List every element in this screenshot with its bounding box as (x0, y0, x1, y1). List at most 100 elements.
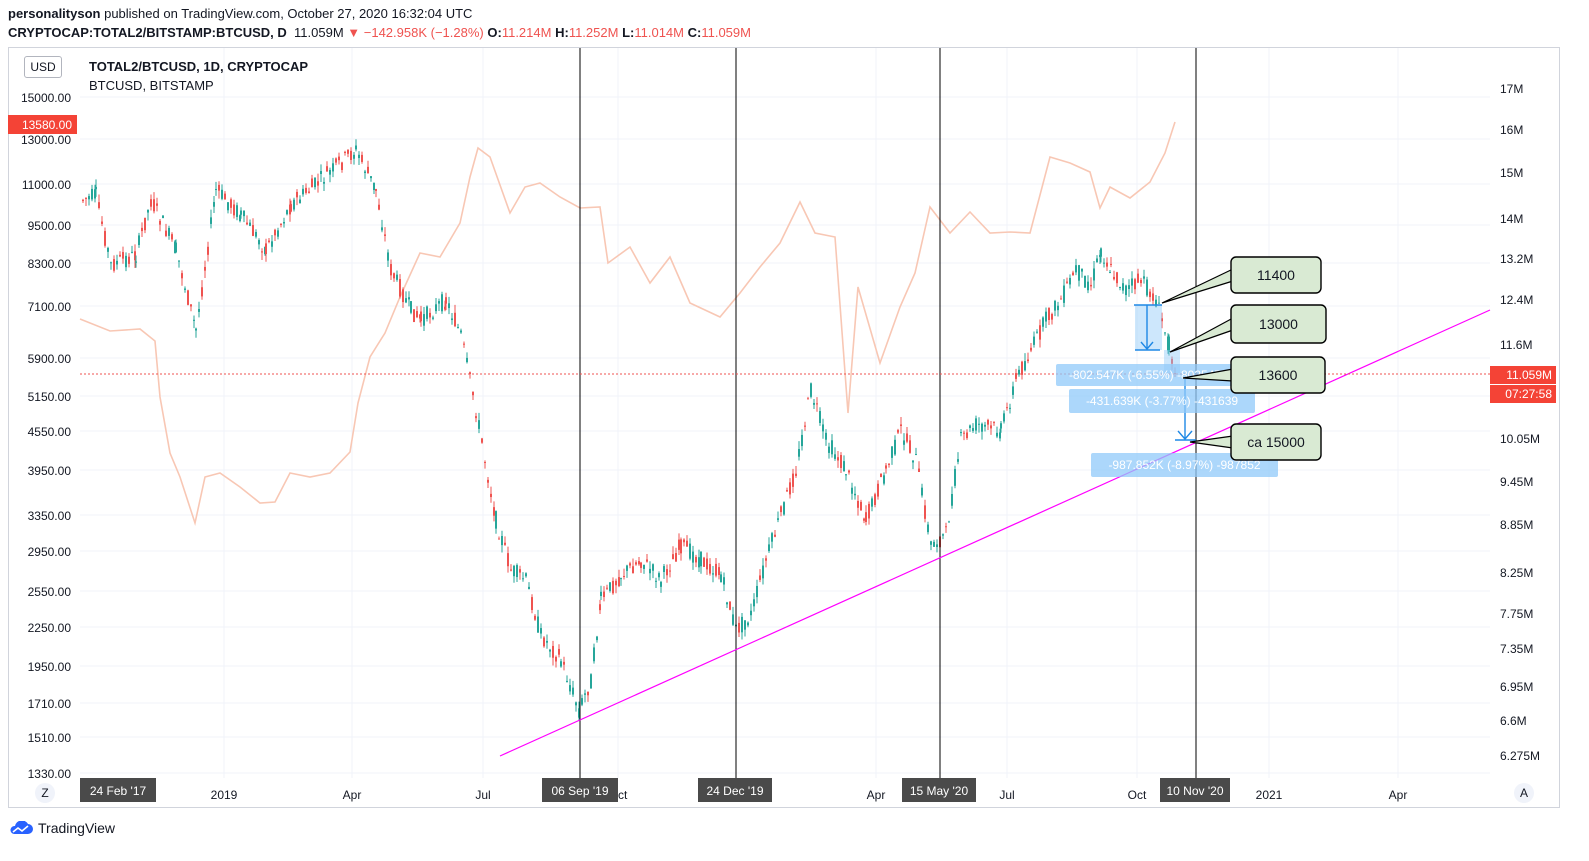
time-marker-label: 06 Sep '19 (551, 784, 608, 798)
candle-body (168, 227, 170, 236)
left-axis-tick: 1330.00 (28, 767, 72, 781)
open-value: 11.214M (501, 25, 552, 40)
candle-body (1057, 305, 1059, 311)
candle-body (1113, 276, 1115, 280)
candle-body (972, 428, 974, 431)
left-axis-tick: 7100.00 (28, 300, 72, 314)
left-axis-tick: 11000.00 (22, 178, 71, 192)
candle-body (1054, 300, 1056, 311)
candle-body (1128, 285, 1130, 290)
candle-body (807, 398, 809, 400)
candle-body (445, 297, 447, 304)
legend-compare-series[interactable]: BTCUSD, BITSTAMP (89, 78, 214, 93)
candle-body (804, 425, 806, 427)
candle-body (184, 288, 186, 290)
candle-body (261, 251, 263, 253)
price-change: ▼ −142.958K (−1.28%) (347, 25, 484, 40)
candle-body (669, 570, 671, 572)
close-label: C: (687, 25, 702, 40)
candle-body (122, 252, 124, 259)
candle-body (860, 501, 862, 511)
open-label: O: (487, 25, 502, 40)
candle-body (507, 553, 509, 567)
candle-body (317, 181, 319, 186)
candle-body (472, 391, 474, 396)
candle-body (283, 221, 285, 224)
auto-scale-button[interactable] (1514, 783, 1534, 803)
candle-body (423, 314, 425, 326)
time-axis-label: Jul (475, 788, 490, 802)
candle-body (834, 454, 836, 459)
candle-body (643, 564, 645, 569)
candle-body (1018, 369, 1020, 375)
candle-body (265, 243, 267, 255)
time-axis-label: 2021 (1256, 788, 1283, 802)
zoom-button[interactable] (35, 783, 55, 803)
candle-body (387, 252, 389, 261)
candle-body (795, 473, 797, 476)
candle-body (978, 423, 980, 425)
left-price-tag-label: 13580.00 (22, 118, 72, 132)
candle-body (1137, 273, 1139, 283)
candle-body (159, 220, 161, 225)
tradingview-logo[interactable]: TradingView (8, 820, 115, 836)
candle-body (871, 498, 873, 507)
candle-body (329, 169, 331, 175)
candle-body (750, 610, 752, 616)
candle-body (193, 319, 195, 321)
candle-body (1143, 276, 1145, 279)
candle-body (519, 569, 521, 573)
candle-body (948, 521, 950, 523)
candle-body (341, 162, 343, 170)
publish-info: personalityson published on TradingView.… (8, 6, 472, 21)
left-axis-tick: 1950.00 (28, 660, 72, 674)
candle-body (286, 210, 288, 215)
candle-body (1021, 361, 1023, 375)
candle-body (498, 538, 500, 540)
candle-body (1100, 248, 1102, 257)
candle-body (373, 182, 375, 191)
candle-body (874, 494, 876, 505)
candle-body (1042, 317, 1044, 327)
author-name[interactable]: personalityson (8, 6, 101, 21)
candle-body (390, 264, 392, 276)
candle-body (558, 648, 560, 655)
candle-body (1134, 279, 1136, 290)
candle-body (552, 645, 554, 658)
candle-body (635, 562, 637, 565)
candle-body (658, 573, 660, 578)
candle-body (786, 490, 788, 492)
chart-frame (8, 47, 1560, 808)
candle-body (906, 433, 908, 442)
candle-body (271, 241, 273, 247)
right-price-axis: 17M 16M 15M 14M 13.2M 12.4M 11.6M 10.05M 9.45M 8.… (1490, 82, 1556, 763)
candle-body (367, 166, 369, 174)
candle-body (729, 601, 731, 610)
time-axis: 2019AprJulOctAprJulOct2021Apr24 Feb '170… (35, 778, 1534, 803)
candle-body (393, 273, 395, 279)
candle-body (233, 204, 235, 216)
currency-button[interactable]: USD (24, 56, 62, 78)
candle-body (854, 493, 856, 496)
candle-body (466, 357, 468, 363)
candle-body (1009, 407, 1011, 409)
candle-body (85, 197, 87, 199)
candle-body (927, 524, 929, 533)
candle-body (1051, 313, 1053, 320)
candle-body (709, 564, 711, 574)
candle-body (101, 221, 103, 224)
right-axis-tick: 11.6M (1500, 338, 1532, 352)
candle-body (675, 553, 677, 562)
candle-body (695, 556, 697, 563)
zoom-button-label: Z (41, 786, 48, 800)
candle-body (903, 440, 905, 445)
candle-body (987, 419, 989, 425)
left-axis-tick: 4550.00 (28, 425, 72, 439)
grid-lines (80, 48, 1490, 778)
candle-body (692, 551, 694, 563)
candle-body (221, 189, 223, 199)
legend-main-series[interactable]: TOTAL2/BTCUSD, 1D, CRYPTOCAP (89, 59, 309, 74)
candle-body (510, 569, 512, 571)
candle-body (475, 416, 477, 419)
